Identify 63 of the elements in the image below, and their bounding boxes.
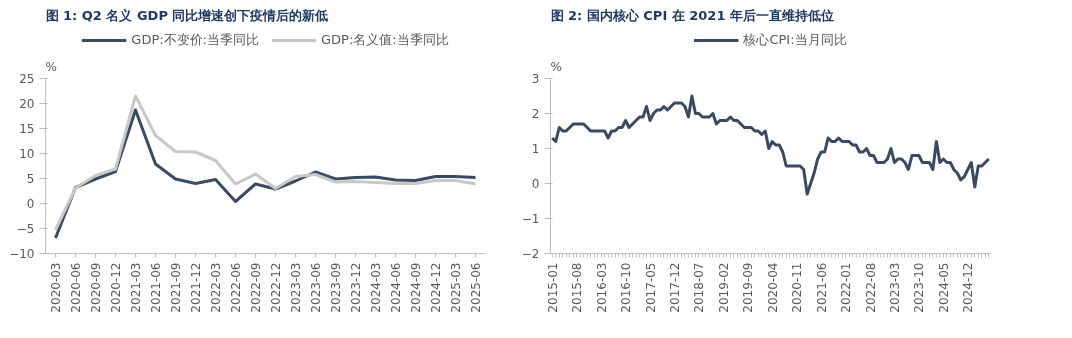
x-tick-label: 2023-09 xyxy=(329,262,343,313)
x-tick-label: 2021-09 xyxy=(169,262,183,313)
x-tick-label: 2016-10 xyxy=(619,262,634,313)
y-tick-label: −1 xyxy=(521,212,540,226)
x-tick-label: 2024-09 xyxy=(409,262,423,313)
line-series xyxy=(54,94,477,232)
y-tick-label: 0 xyxy=(26,197,35,211)
x-tick-label: 2020-06 xyxy=(69,262,83,313)
x-tick-label: 2024-12 xyxy=(961,262,976,313)
y-tick-label: 5 xyxy=(26,172,35,186)
x-tick-label: 2021-06 xyxy=(814,262,829,313)
x-tick-label: 2016-03 xyxy=(594,262,609,313)
y-tick-label: 0 xyxy=(531,177,540,191)
x-tick-label: 2020-09 xyxy=(89,262,103,313)
y-tick-label: 15 xyxy=(19,122,35,136)
y-tick-label: 3 xyxy=(531,72,540,86)
y-tick-label: −5 xyxy=(16,222,35,236)
x-tick-label: 2023-03 xyxy=(887,262,902,313)
x-tick-label: 2021-06 xyxy=(149,262,163,313)
x-tick-label: 2020-03 xyxy=(49,262,63,313)
chart-title: 图 2: 国内核心 CPI 在 2021 年后一直维持低位 xyxy=(550,7,834,23)
x-tick-label: 2017-05 xyxy=(643,262,658,313)
x-tick-label: 2025-03 xyxy=(449,262,463,313)
y-tick-label: 2 xyxy=(531,107,540,121)
x-tick-label: 2015-08 xyxy=(570,262,585,313)
x-tick-label: 2018-07 xyxy=(692,262,707,313)
x-tick-label: 2024-05 xyxy=(936,262,951,313)
x-tick-label: 2022-03 xyxy=(209,262,223,313)
x-tick-label: 2023-12 xyxy=(349,262,363,313)
x-tick-label: 2022-01 xyxy=(839,262,854,313)
x-tick-label: 2022-06 xyxy=(229,262,243,313)
x-tick-label: 2020-12 xyxy=(109,262,123,313)
x-tick-label: 2017-12 xyxy=(667,262,682,313)
x-tick-label: 2019-02 xyxy=(716,262,731,313)
x-tick-label: 2021-12 xyxy=(189,262,203,313)
x-tick-label: 2024-03 xyxy=(369,262,383,313)
y-axis-title: % xyxy=(45,59,57,74)
x-tick-label: 2021-03 xyxy=(129,262,143,313)
y-tick-label: 20 xyxy=(19,97,35,111)
x-tick-label: 2019-09 xyxy=(741,262,756,313)
x-tick-label: 2024-06 xyxy=(389,262,403,313)
x-tick-label: 2024-12 xyxy=(429,262,443,313)
legend-label: 核心CPI:当月同比 xyxy=(743,30,847,49)
x-tick-label: 2022-09 xyxy=(249,262,263,313)
x-tick-label: 2015-01 xyxy=(545,262,560,313)
x-tick-label: 2025-06 xyxy=(469,262,483,313)
x-tick-label: 2020-04 xyxy=(765,262,780,313)
x-tick-label: 2023-06 xyxy=(309,262,323,313)
x-tick-label: 2020-11 xyxy=(790,262,805,313)
x-tick-label: 2023-10 xyxy=(912,262,927,313)
chart-title: 图 1: Q2 名义 GDP 同比增速创下疫情后的新低 xyxy=(45,7,329,23)
line-series xyxy=(550,94,991,196)
y-tick-label: −10 xyxy=(9,247,35,261)
legend-label: GDP:名义值:当季同比 xyxy=(321,30,449,49)
x-tick-label: 2023-03 xyxy=(289,262,303,313)
y-tick-label: 10 xyxy=(19,147,35,161)
y-axis-title: % xyxy=(550,59,562,74)
y-tick-label: 25 xyxy=(19,72,35,86)
x-tick-label: 2022-12 xyxy=(269,262,283,313)
y-tick-label: 1 xyxy=(531,142,540,156)
legend-label: GDP:不变价:当季同比 xyxy=(131,30,259,49)
y-tick-label: −2 xyxy=(521,247,540,261)
x-tick-label: 2022-08 xyxy=(863,262,878,313)
